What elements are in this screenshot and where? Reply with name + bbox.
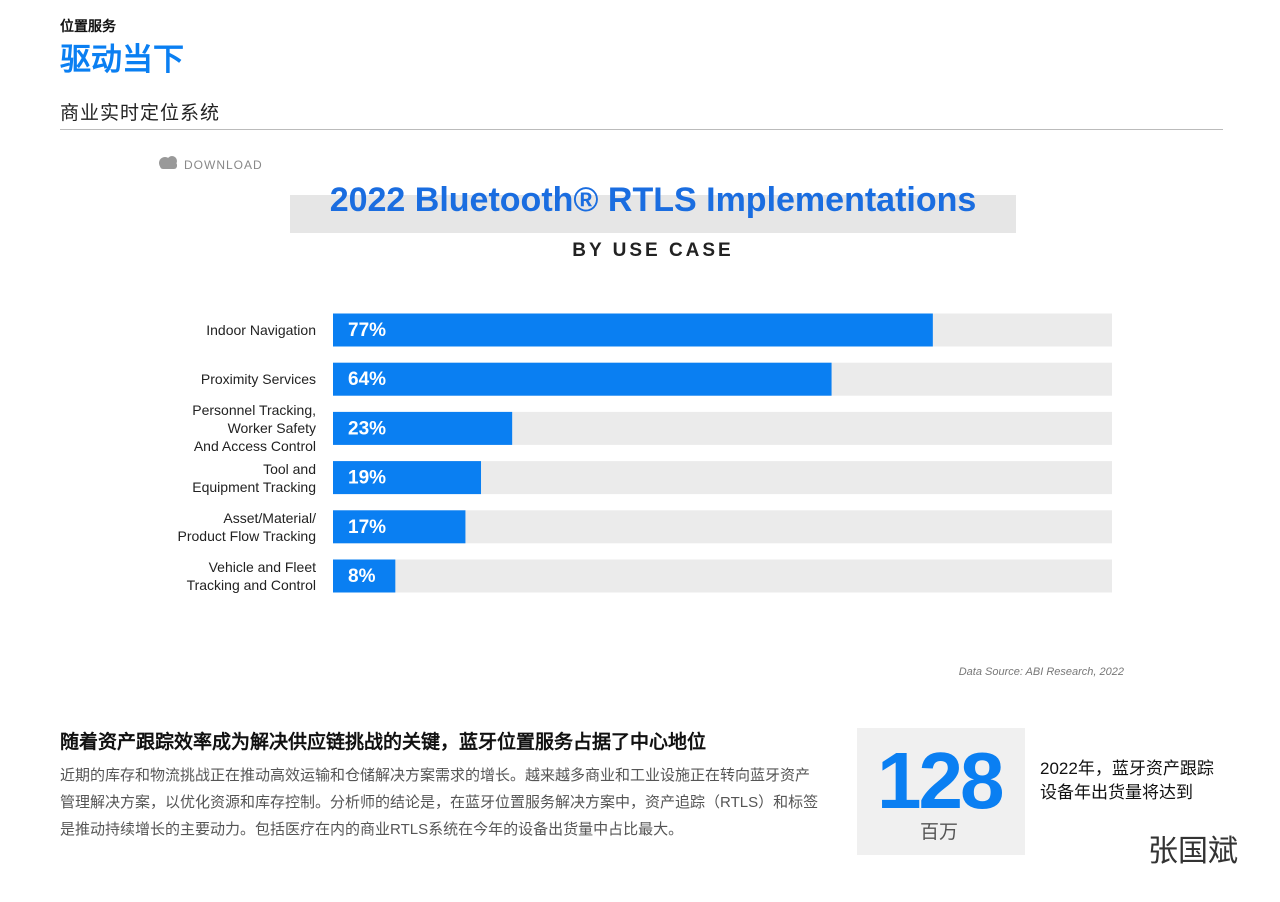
chart: DOWNLOAD 2022 Bluetooth® RTLS Implementa… <box>159 156 1124 678</box>
value-label: 8% <box>348 566 376 587</box>
bar <box>333 313 933 347</box>
bar <box>333 411 513 445</box>
stat-number: 128 <box>877 736 1004 825</box>
data-source: Data Source: ABI Research, 2022 <box>959 666 1124 678</box>
section-label: 位置服务 <box>60 18 116 34</box>
chart-title: 2022 Bluetooth® RTLS Implementations <box>330 181 977 219</box>
bar <box>333 461 482 495</box>
watermark: 张国斌 <box>1148 835 1238 868</box>
category-label: Indoor Navigation <box>206 322 316 338</box>
value-label: 19% <box>348 468 386 489</box>
category-label: Tool and Equipment Tracking <box>192 460 316 495</box>
bar <box>333 510 466 544</box>
value-label: 17% <box>348 517 386 538</box>
bar <box>333 559 396 593</box>
stat-unit: 百万 <box>920 822 959 843</box>
value-label: 77% <box>348 320 386 341</box>
page-subtitle: 商业实时定位系统 <box>60 103 221 124</box>
download-icon <box>159 156 177 169</box>
value-label: 23% <box>348 418 386 439</box>
bar <box>333 362 832 396</box>
article-heading: 随着资产跟踪效率成为解决供应链挑战的关键，蓝牙位置服务占据了中心地位 <box>60 732 707 753</box>
article-body: 近期的库存和物流挑战正在推动高效运输和仓储解决方案需求的增长。越来越多商业和工业… <box>60 767 819 838</box>
title-highlight <box>290 195 1016 233</box>
category-label: Proximity Services <box>200 371 316 388</box>
category-label: Personnel Tracking, Worker Safety And Ac… <box>192 402 316 455</box>
stat-caption: 2022年，蓝牙资产跟踪设备年出货量将达到 <box>1040 759 1214 802</box>
category-label: Asset/Material/ Product Flow Tracking <box>177 509 317 544</box>
download-link[interactable]: DOWNLOAD <box>184 158 263 172</box>
divider <box>60 129 1223 130</box>
value-label: 64% <box>348 369 386 390</box>
chart-subtitle: BY USE CASE <box>572 240 733 261</box>
page-title: 驱动当下 <box>60 42 184 77</box>
stat-box <box>857 728 1025 855</box>
bar-track <box>333 559 1112 593</box>
category-label: Vehicle and Fleet Tracking and Control <box>186 559 316 593</box>
